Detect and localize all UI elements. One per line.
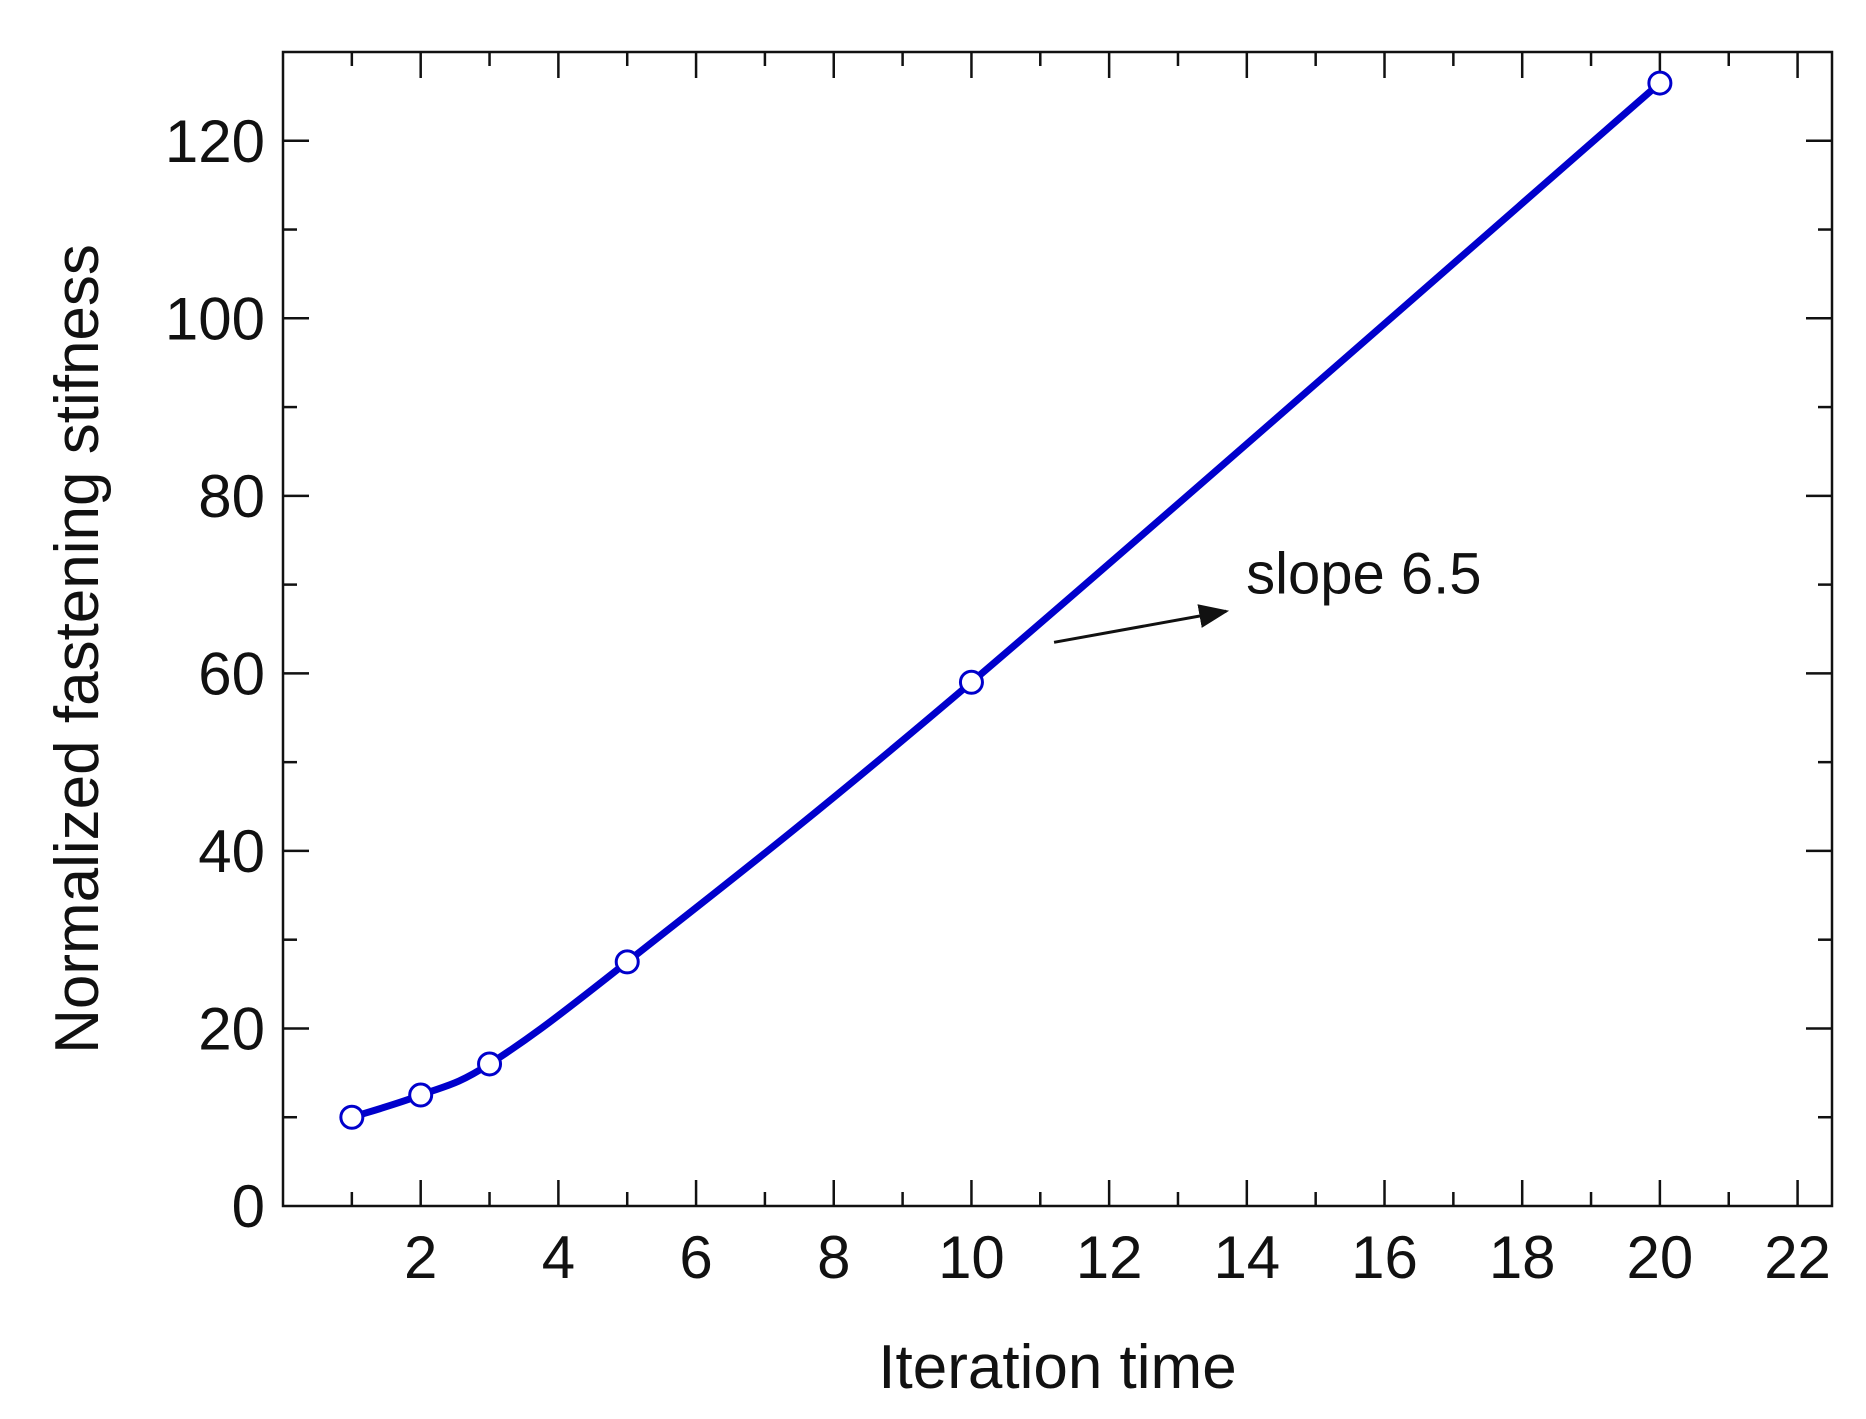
x-tick-label: 2 bbox=[404, 1224, 437, 1291]
y-tick-label: 80 bbox=[198, 463, 265, 530]
x-tick-label: 14 bbox=[1213, 1224, 1280, 1291]
x-tick-label: 20 bbox=[1627, 1224, 1694, 1291]
y-tick-label: 40 bbox=[198, 818, 265, 885]
data-point bbox=[958, 669, 984, 695]
x-tick-label: 12 bbox=[1076, 1224, 1143, 1291]
data-point bbox=[408, 1082, 434, 1108]
slope-annotation: slope 6.5 bbox=[1246, 541, 1481, 606]
x-tick-label: 18 bbox=[1489, 1224, 1556, 1291]
series-layer bbox=[339, 70, 1673, 1130]
y-tick-label: 60 bbox=[198, 640, 265, 707]
data-point bbox=[614, 949, 640, 975]
y-tick-label: 20 bbox=[198, 995, 265, 1062]
axes: 2 4 6 8 10 12 14 16 18 20 22 0 20 40 60 80 100 120 bbox=[165, 50, 1834, 1291]
data-point bbox=[339, 1104, 365, 1130]
y-tick-label: 120 bbox=[165, 108, 265, 175]
x-axis-title: Iteration time bbox=[878, 1333, 1236, 1402]
data-point bbox=[477, 1051, 503, 1077]
plot-frame bbox=[281, 50, 1834, 1208]
y-axis-title: Normalized fastening stifness bbox=[43, 244, 112, 1054]
x-tick-label: 8 bbox=[817, 1224, 850, 1291]
x-tick-label: 22 bbox=[1764, 1224, 1831, 1291]
x-tick-label: 6 bbox=[679, 1224, 712, 1291]
x-tick-label: 4 bbox=[542, 1224, 575, 1291]
y-tick-label: 0 bbox=[232, 1173, 265, 1240]
x-tick-label: 16 bbox=[1351, 1224, 1418, 1291]
x-tick-label: 10 bbox=[938, 1224, 1005, 1291]
annotation-layer: slope 6.5 bbox=[1053, 541, 1482, 644]
series-line bbox=[348, 79, 1664, 1121]
y-tick-label: 100 bbox=[165, 285, 265, 352]
annotation-arrow bbox=[1053, 604, 1230, 644]
data-point bbox=[1647, 70, 1673, 96]
